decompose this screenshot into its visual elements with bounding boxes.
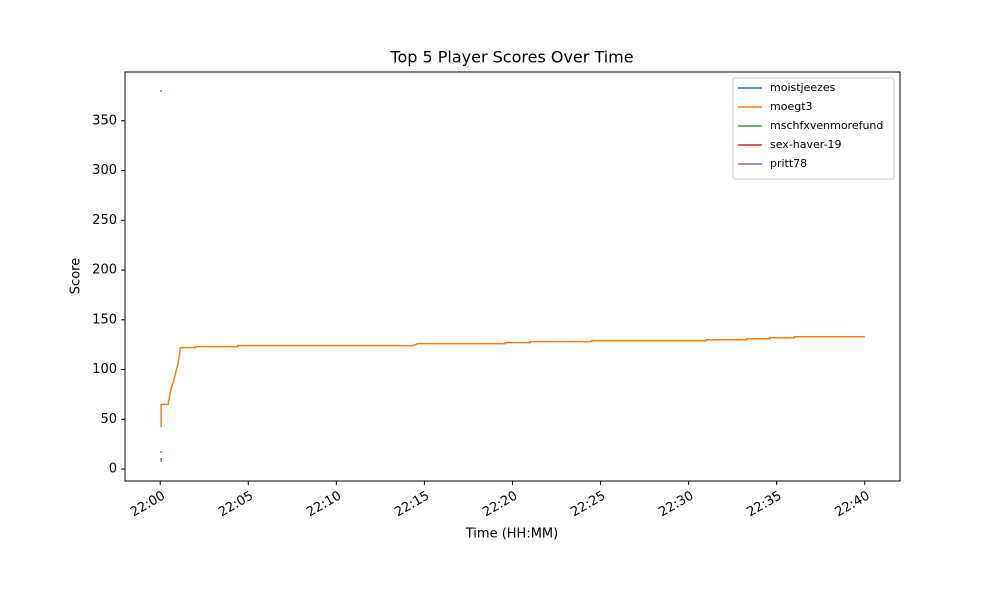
legend-label: moistjeezes xyxy=(770,81,836,94)
y-tick-label: 150 xyxy=(92,312,117,327)
legend-label: sex-haver-19 xyxy=(770,138,842,151)
legend: moistjeezes moegt3 mschfxvenmorefund sex-ha… xyxy=(732,77,895,180)
series-line xyxy=(160,335,865,428)
y-axis-label: Score xyxy=(69,258,84,294)
legend-label: pritt78 xyxy=(770,157,807,170)
legend-label: mschfxvenmorefund xyxy=(770,119,883,132)
y-tick-label: 50 xyxy=(100,412,117,427)
plot-frame xyxy=(124,71,901,482)
y-tick-label: 200 xyxy=(92,263,117,278)
y-tick-label: 250 xyxy=(92,213,117,228)
y-tick-label: 350 xyxy=(92,113,117,128)
legend-box xyxy=(732,77,895,180)
y-tick-label: 100 xyxy=(92,362,117,377)
x-axis-label: Time (HH:MM) xyxy=(465,527,558,542)
legend-label: moegt3 xyxy=(770,100,813,113)
y-tick-label: 0 xyxy=(109,462,117,477)
y-tick-label: 300 xyxy=(92,163,117,178)
chart-title: Top 5 Player Scores Over Time xyxy=(389,48,633,67)
